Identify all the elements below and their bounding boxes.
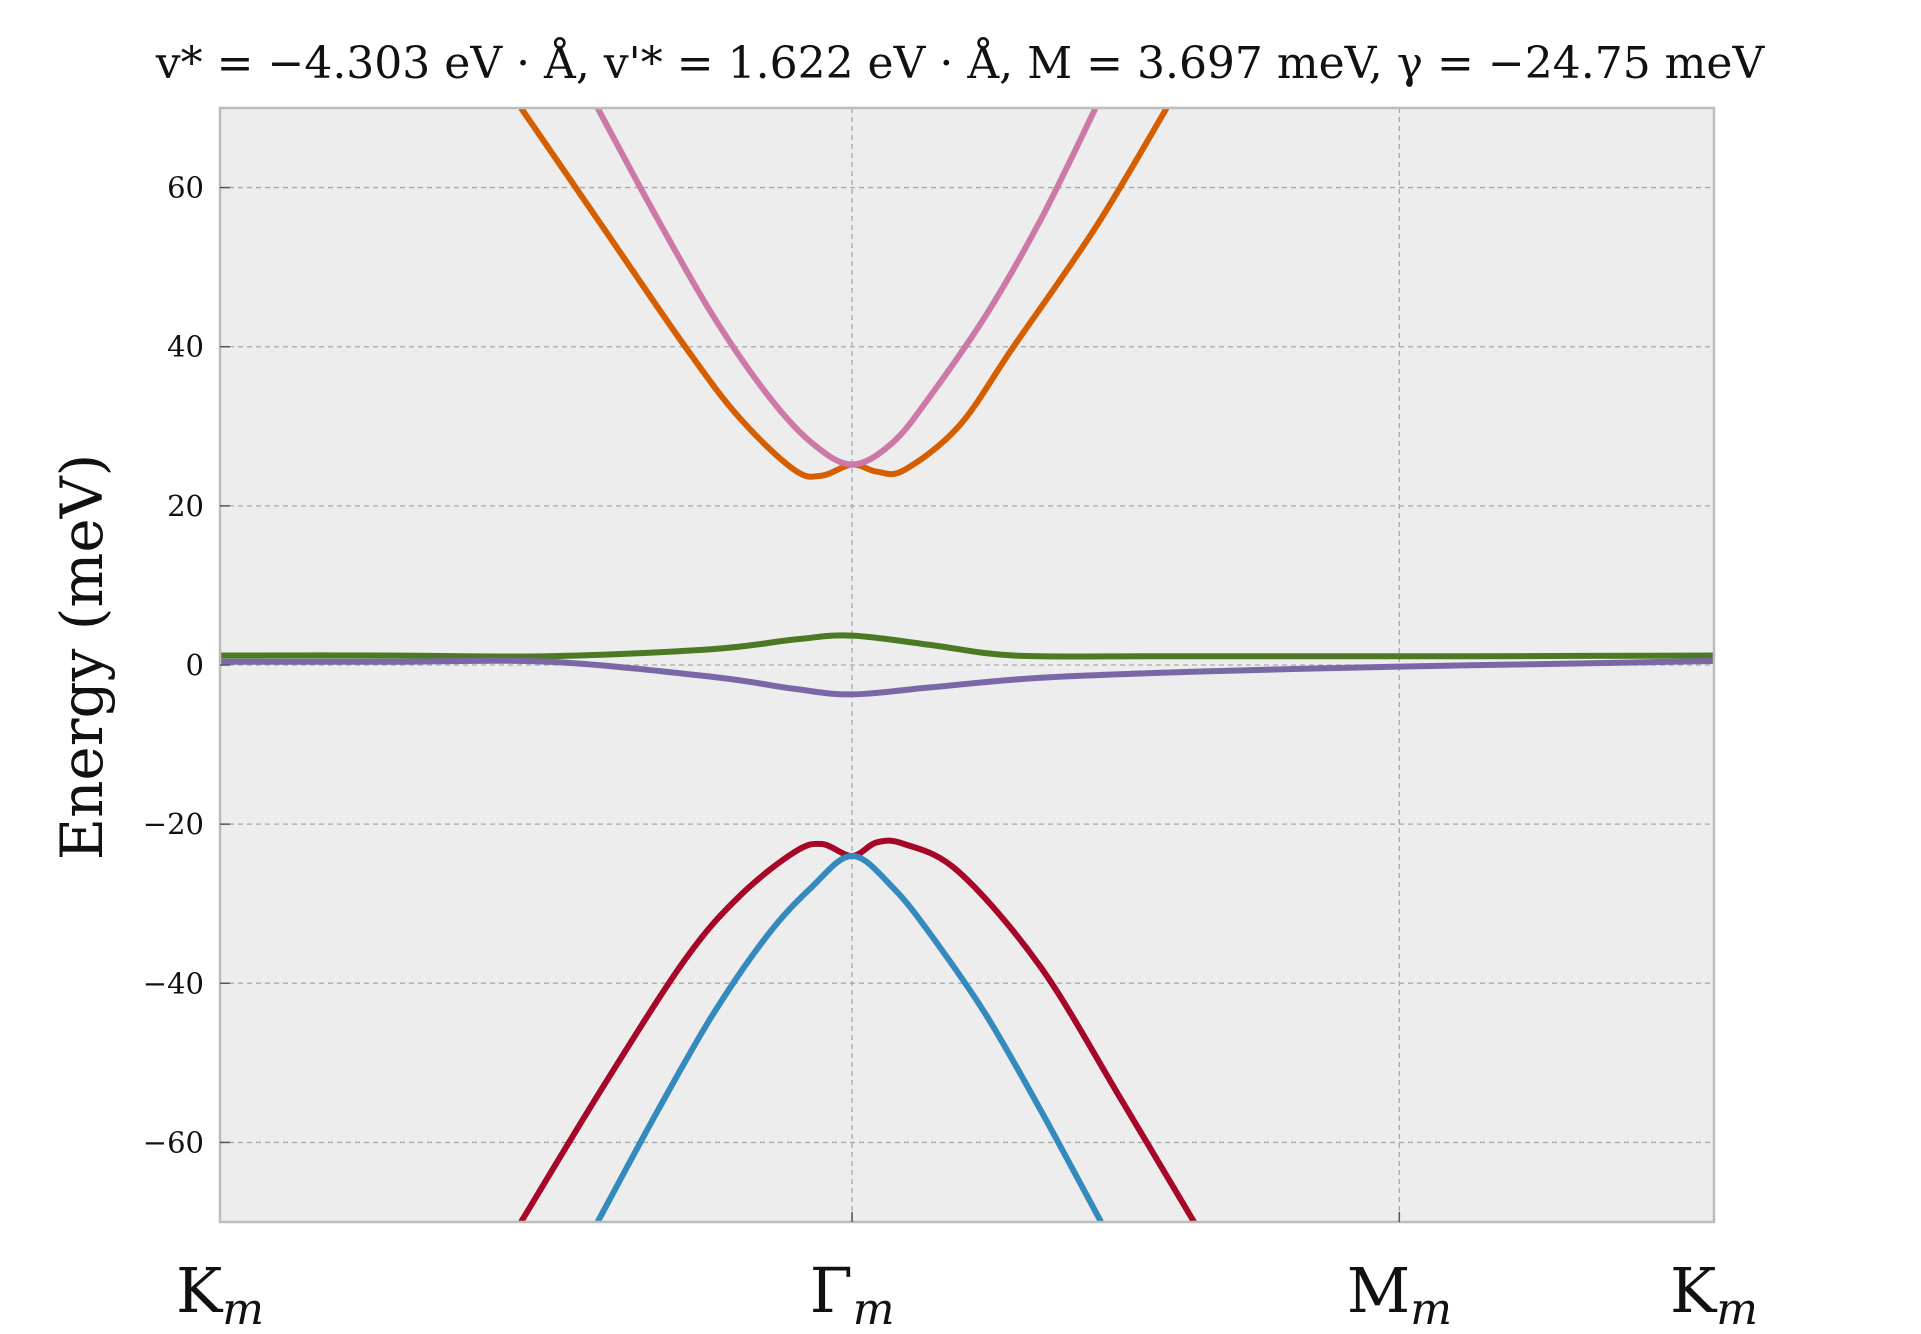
x-tick-label: Mm	[1347, 1254, 1452, 1334]
y-tick-label: 20	[167, 489, 204, 523]
y-axis-ticks: −60 −40 −20 0 20 40 60	[143, 171, 230, 1159]
y-tick-label: 0	[186, 648, 204, 682]
y-tick-label: 60	[167, 171, 204, 205]
band-line-6	[594, 853, 1104, 1222]
band-line-4	[220, 657, 1714, 698]
x-tick-label: Km	[176, 1254, 264, 1334]
y-tick-label: −20	[143, 807, 204, 841]
x-tick-label: Km	[1670, 1254, 1758, 1334]
chart-title-text: v* = −4.303 eV · Å, v'* = 1.622 eV · Å, …	[155, 36, 1766, 89]
band-line-3	[220, 632, 1714, 660]
y-tick-label: −40	[143, 966, 204, 1000]
y-axis-label: Energy (meV)	[48, 454, 116, 861]
y-tick-label: −60	[143, 1125, 204, 1159]
chart-title: v* = −4.303 eV · Å, v'* = 1.622 eV · Å, …	[155, 36, 1766, 89]
y-tick-label: 40	[167, 330, 204, 364]
x-axis-ticks: Km Γm Mm Km	[176, 1212, 1758, 1334]
x-tick-label: Γm	[810, 1254, 895, 1334]
series-layer	[220, 108, 1714, 1222]
band-line-2	[594, 108, 1099, 468]
